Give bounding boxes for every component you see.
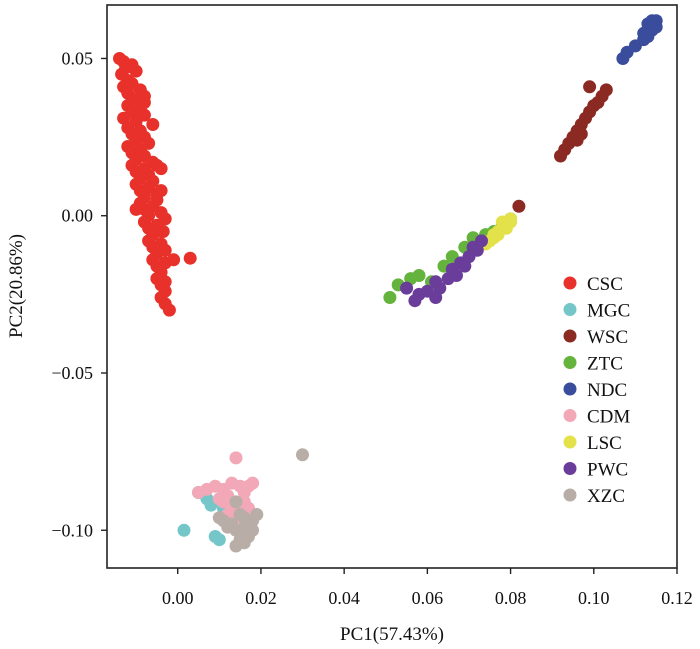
point-csc	[167, 253, 181, 267]
x-tick-label: 0.08	[495, 588, 527, 608]
legend-label-ztc: ZTC	[587, 354, 623, 375]
series-ndc	[616, 14, 663, 65]
point-wsc	[599, 83, 613, 97]
point-pwc	[450, 269, 463, 282]
legend-marker-mgc	[563, 303, 577, 316]
point-csc	[158, 212, 172, 226]
series-csc	[113, 52, 197, 317]
point-xzc	[229, 495, 243, 509]
point-ztc	[383, 291, 397, 304]
y-tick-label: −0.10	[51, 520, 93, 540]
legend-label-cdm: CDM	[587, 407, 630, 428]
x-axis-label: PC1(57.43%)	[340, 624, 444, 645]
point-xzc	[233, 508, 247, 521]
legend-label-wsc: WSC	[587, 327, 628, 348]
x-tick-label: 0.04	[328, 588, 360, 608]
point-mgc	[212, 533, 226, 547]
point-ndc	[641, 30, 655, 43]
x-tick-label: 0.00	[162, 588, 194, 608]
plot-frame	[106, 4, 678, 569]
point-csc	[129, 64, 143, 78]
point-pwc	[429, 291, 443, 304]
point-xzc	[246, 523, 260, 537]
point-pwc	[475, 234, 488, 248]
legend-label-pwc: PWC	[587, 460, 628, 481]
point-pwc	[408, 294, 422, 308]
point-ndc	[645, 14, 659, 28]
y-tick-label: 0.00	[62, 206, 94, 226]
legend-label-ndc: NDC	[587, 380, 627, 401]
point-mgc	[177, 523, 191, 537]
data-points	[113, 14, 663, 553]
x-tick-label: 0.10	[578, 588, 610, 608]
point-xzc	[229, 539, 243, 553]
legend-label-xzc: XZC	[587, 486, 625, 507]
x-tick-label: 0.12	[661, 588, 693, 608]
point-xzc	[296, 448, 309, 462]
point-csc	[158, 275, 172, 289]
point-csc	[162, 303, 176, 317]
point-csc	[142, 136, 156, 150]
legend-marker-lsc	[563, 435, 577, 449]
y-tick-label: 0.05	[62, 48, 94, 68]
point-csc	[137, 108, 151, 122]
point-csc	[154, 162, 168, 176]
point-csc	[146, 174, 160, 188]
legend-marker-ztc	[563, 356, 577, 369]
legend-label-lsc: LSC	[587, 433, 622, 454]
legend-label-mgc: MGC	[587, 301, 630, 322]
point-xzc	[250, 508, 264, 521]
point-csc	[156, 225, 170, 238]
legend-label-csc: CSC	[587, 274, 623, 295]
point-xzc	[212, 511, 226, 525]
series-xzc	[212, 448, 309, 553]
legend-marker-ndc	[563, 382, 577, 396]
point-cdm	[229, 451, 243, 465]
axis-ticks: 0.00 0.02 0.04 0.06 0.08 0.10 0.12 −0.10 −0.05 0.…	[51, 48, 692, 608]
point-wsc	[512, 199, 526, 213]
legend-marker-xzc	[563, 488, 577, 502]
point-lsc	[504, 215, 518, 229]
point-pwc	[400, 281, 414, 295]
point-ztc	[412, 269, 426, 282]
series-wsc	[512, 80, 613, 213]
x-tick-label: 0.02	[245, 588, 277, 608]
point-lsc	[487, 228, 501, 242]
legend-marker-cdm	[563, 409, 577, 422]
legend-marker-pwc	[563, 462, 577, 475]
point-csc	[146, 118, 160, 131]
point-csc	[129, 202, 143, 216]
point-csc	[137, 96, 151, 109]
legend-marker-wsc	[563, 329, 577, 343]
x-tick-label: 0.06	[412, 588, 444, 608]
y-axis-label: PC2(20.86%)	[6, 234, 27, 338]
point-csc	[183, 251, 197, 265]
point-wsc	[570, 133, 584, 147]
point-csc	[154, 184, 168, 198]
point-csc	[158, 243, 172, 257]
y-tick-label: −0.05	[51, 363, 93, 383]
legend: CSC MGC WSC ZTC NDC CDM LSC PWC XZC	[563, 274, 630, 507]
point-wsc	[583, 80, 597, 94]
point-xzc	[221, 520, 235, 534]
legend-marker-csc	[563, 276, 577, 290]
series-pwc	[400, 234, 488, 308]
point-cdm	[246, 476, 260, 490]
